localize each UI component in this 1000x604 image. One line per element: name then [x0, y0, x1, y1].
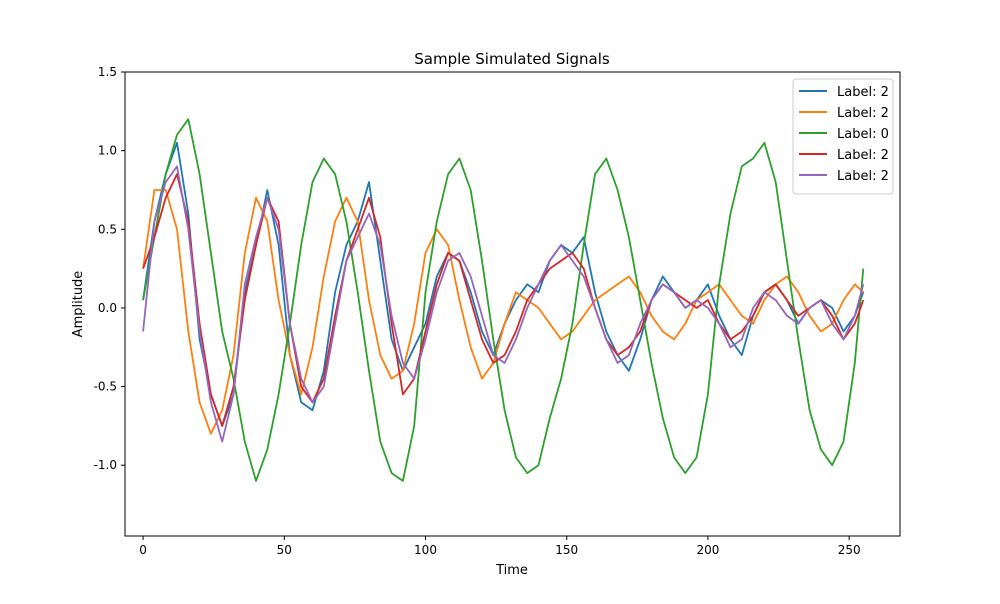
y-axis-label: Amplitude [71, 271, 86, 338]
plot-frame [124, 71, 901, 537]
legend-label: Label: 2 [837, 169, 889, 184]
series-line-0 [142, 141, 865, 427]
x-axis: 0 50 100 150 200 250 [139, 536, 861, 557]
legend-label: Label: 2 [837, 85, 889, 100]
x-axis-label: Time [495, 563, 528, 578]
y-tick-label: -0.5 [94, 380, 117, 394]
legend: Label: 2 Label: 2 Label: 0 Label: 2 Label: 2 [792, 78, 894, 195]
legend-label: Label: 2 [837, 106, 889, 121]
legend-label: Label: 0 [837, 127, 889, 142]
chart-title: Sample Simulated Signals [414, 50, 610, 68]
x-tick-label: 50 [277, 543, 292, 557]
series-line-2 [142, 118, 865, 482]
x-tick-label: 100 [414, 543, 437, 557]
y-tick-label: -1.0 [94, 458, 117, 472]
series-line-3 [142, 173, 865, 427]
series-lines [142, 118, 865, 482]
y-tick-label: 0.5 [98, 222, 117, 236]
x-tick-label: 150 [555, 543, 578, 557]
y-tick-label: 1.5 [98, 65, 117, 79]
x-tick-label: 200 [696, 543, 719, 557]
legend-label: Label: 2 [837, 148, 889, 163]
y-axis: -1.0 -0.5 0.0 0.5 1.0 1.5 [94, 65, 125, 472]
x-tick-label: 250 [838, 543, 861, 557]
y-tick-label: 0.0 [98, 301, 117, 315]
series-line-4 [142, 165, 865, 443]
y-tick-label: 1.0 [98, 144, 117, 158]
legend-box [792, 78, 894, 195]
x-tick-label: 0 [139, 543, 147, 557]
